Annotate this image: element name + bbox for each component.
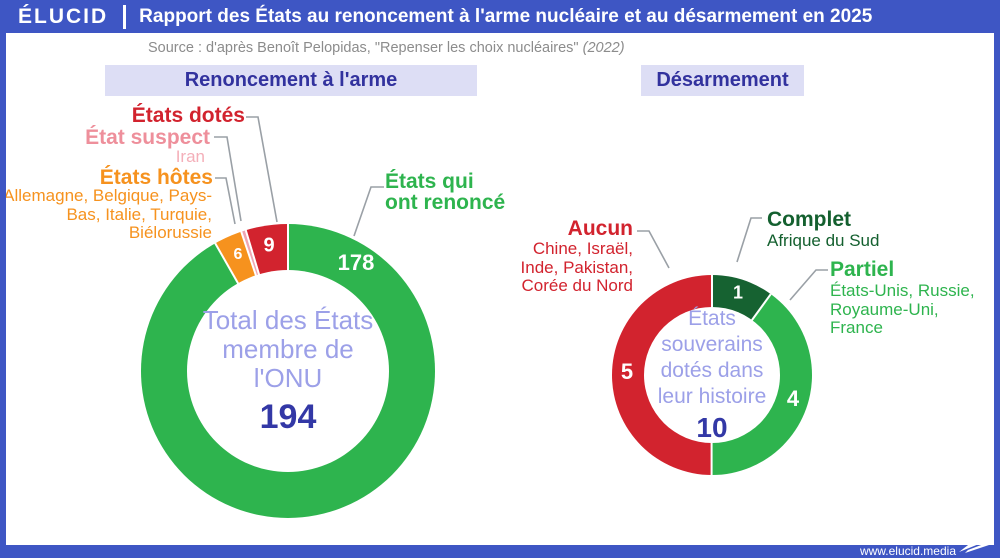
desarmement-center-line4: leur histoire [657,385,767,408]
source-year: (2022) [582,40,625,56]
segment-value-dotes: 9 [263,234,275,257]
label-iran: Iran [175,147,205,166]
label-aucun: Aucun [567,217,633,240]
segment-value-aucun: 5 [620,359,634,384]
renoncement-total: 194 [259,397,317,436]
header-divider [123,4,127,29]
label-partiel: Partiel [830,258,895,281]
renoncement-center-line2: membre de l'ONU [222,333,354,393]
label-etats-hotes-countries: Allemagne, Belgique, Pays- Bas, Italie, … [3,186,212,242]
desarmement-center-line2: souverains [661,333,763,356]
app-header: ÉLUCID Rapport des États au renoncement … [0,0,1000,33]
label-afrique-du-sud: Afrique du Sud [767,231,880,250]
footer-bar [0,545,1000,558]
elucid-logo: ÉLUCID [18,4,109,28]
desarmement-center-line1: États [688,307,736,330]
segment-value-complet: 1 [732,282,744,303]
label-aucun-countries: Chine, Israël, Inde, Pakistan, Corée du … [520,239,633,295]
label-etats-dotes: États dotés [131,104,245,127]
elucid-flag-icon [959,532,989,553]
footer-url: www.elucid.media [859,544,956,558]
desarmement-donut-center: États souverains dotés dans leur histoir… [644,307,780,443]
renoncement-donut-center: Total des États membre de l'ONU 194 [187,270,389,472]
label-complet: Complet [767,208,851,231]
segment-value-renonce: 178 [337,250,375,275]
desarmement-total: 10 [696,412,728,443]
right-border [994,0,1000,558]
label-etats-hotes: États hôtes [99,166,213,189]
segment-value-hotes: 6 [233,246,243,263]
source-text: Source : d'après Benoît Pelopidas, "Repe… [148,40,579,56]
left-border [0,0,6,558]
page-title: Rapport des États au renoncement à l'arm… [139,5,873,27]
renoncement-donut: Total des États membre de l'ONU 194 178 … [141,224,435,518]
label-partiel-countries: États-Unis, Russie, Royaume-Uni, France [830,281,975,337]
label-etats-renonce: États qui ont renoncé [385,170,506,214]
section-title-renoncement: Renoncement à l'arme [105,65,477,96]
desarmement-center-line3: dotés dans [660,359,764,382]
source-line: Source : d'après Benoît Pelopidas, "Repe… [148,40,625,56]
renoncement-center-line1: Total des États [202,304,374,335]
segment-value-partiel: 4 [786,386,800,411]
label-etat-suspect: État suspect [85,126,210,149]
section-title-desarmement: Désarmement [641,65,804,96]
desarmement-donut: États souverains dotés dans leur histoir… [612,275,812,475]
